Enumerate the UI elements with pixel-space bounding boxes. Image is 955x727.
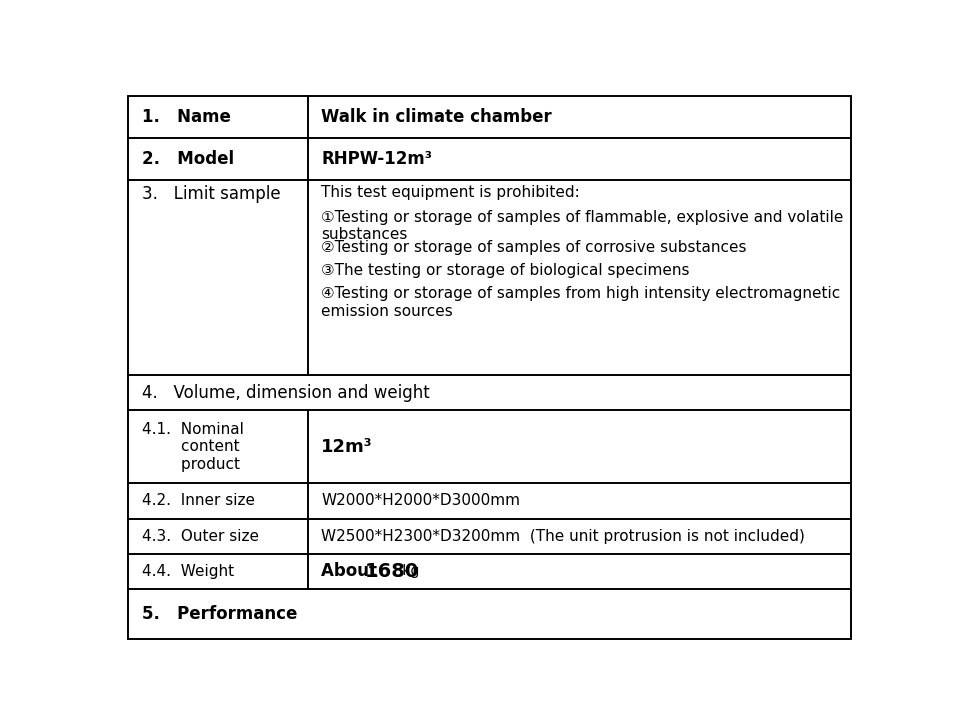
Text: ③The testing or storage of biological specimens: ③The testing or storage of biological sp…: [322, 263, 690, 278]
Text: 5.   Performance: 5. Performance: [141, 605, 297, 623]
Text: ①Testing or storage of samples of flammable, explosive and volatile
substances: ①Testing or storage of samples of flamma…: [322, 210, 844, 242]
Text: This test equipment is prohibited:: This test equipment is prohibited:: [322, 185, 581, 201]
Text: 12m³: 12m³: [322, 438, 373, 456]
Text: 4.4.  Weight: 4.4. Weight: [141, 564, 234, 579]
Text: W2500*H2300*D3200mm  (The unit protrusion is not included): W2500*H2300*D3200mm (The unit protrusion…: [322, 529, 805, 544]
Text: 4.3.  Outer size: 4.3. Outer size: [141, 529, 259, 544]
Text: Walk in climate chamber: Walk in climate chamber: [322, 108, 552, 126]
Text: 4.2.  Inner size: 4.2. Inner size: [141, 494, 255, 508]
Text: 1.   Name: 1. Name: [141, 108, 230, 126]
Text: 4.   Volume, dimension and weight: 4. Volume, dimension and weight: [141, 384, 430, 401]
Text: 1680: 1680: [365, 562, 418, 581]
Text: W2000*H2000*D3000mm: W2000*H2000*D3000mm: [322, 494, 520, 508]
Text: RHPW-12m³: RHPW-12m³: [322, 150, 433, 168]
Text: ④Testing or storage of samples from high intensity electromagnetic
emission sour: ④Testing or storage of samples from high…: [322, 286, 840, 318]
Text: 4.1.  Nominal
        content
        product: 4.1. Nominal content product: [141, 422, 244, 472]
Text: 2.   Model: 2. Model: [141, 150, 234, 168]
Text: ②Testing or storage of samples of corrosive substances: ②Testing or storage of samples of corros…: [322, 241, 747, 255]
Text: About: About: [322, 563, 383, 580]
Text: kg: kg: [398, 564, 420, 579]
Text: 3.   Limit sample: 3. Limit sample: [141, 185, 280, 204]
